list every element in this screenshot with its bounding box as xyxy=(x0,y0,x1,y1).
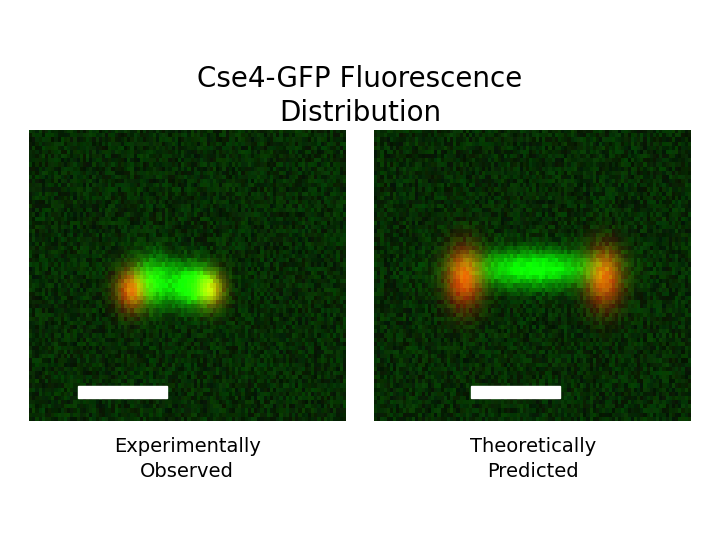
Text: Experimentally
Observed: Experimentally Observed xyxy=(114,437,261,481)
Bar xyxy=(471,386,559,399)
Bar xyxy=(78,386,166,399)
Text: Theoretically
Predicted: Theoretically Predicted xyxy=(469,437,596,481)
Text: Cse4-GFP Fluorescence
Distribution: Cse4-GFP Fluorescence Distribution xyxy=(197,65,523,127)
